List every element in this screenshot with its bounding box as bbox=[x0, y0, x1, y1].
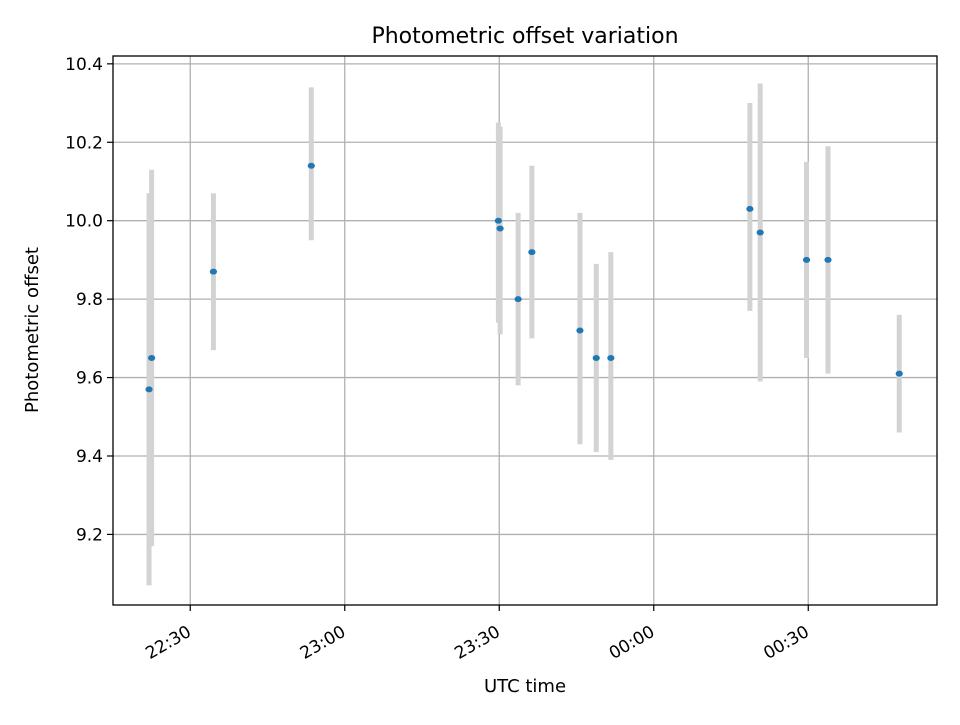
y-tick-label: 10.4 bbox=[65, 55, 103, 75]
y-tick-label: 9.4 bbox=[76, 447, 103, 467]
data-point bbox=[746, 205, 754, 212]
data-point bbox=[496, 225, 504, 232]
data-point bbox=[494, 217, 502, 224]
grid-layer bbox=[113, 56, 937, 605]
y-axis-label: Photometric offset bbox=[22, 247, 43, 413]
data-point bbox=[607, 354, 615, 361]
point-layer bbox=[145, 162, 903, 393]
data-point bbox=[824, 256, 832, 263]
data-point bbox=[145, 386, 153, 393]
data-point bbox=[756, 229, 764, 236]
y-tick-label: 9.8 bbox=[76, 290, 103, 310]
y-tick-label: 10.2 bbox=[65, 133, 103, 153]
data-point bbox=[307, 162, 315, 169]
y-tick-label: 9.2 bbox=[76, 525, 103, 545]
chart-title: Photometric offset variation bbox=[371, 24, 678, 49]
data-point bbox=[592, 354, 600, 361]
y-tick-label: 9.6 bbox=[76, 369, 103, 389]
data-point bbox=[576, 327, 584, 334]
plot-frame bbox=[112, 55, 938, 606]
data-point bbox=[895, 370, 903, 377]
data-point bbox=[514, 296, 522, 303]
data-point bbox=[528, 249, 536, 256]
data-point bbox=[148, 354, 156, 361]
y-tick-label: 10.0 bbox=[65, 212, 103, 232]
x-axis-label: UTC time bbox=[484, 676, 566, 697]
data-point bbox=[802, 256, 811, 263]
data-point bbox=[209, 268, 218, 275]
